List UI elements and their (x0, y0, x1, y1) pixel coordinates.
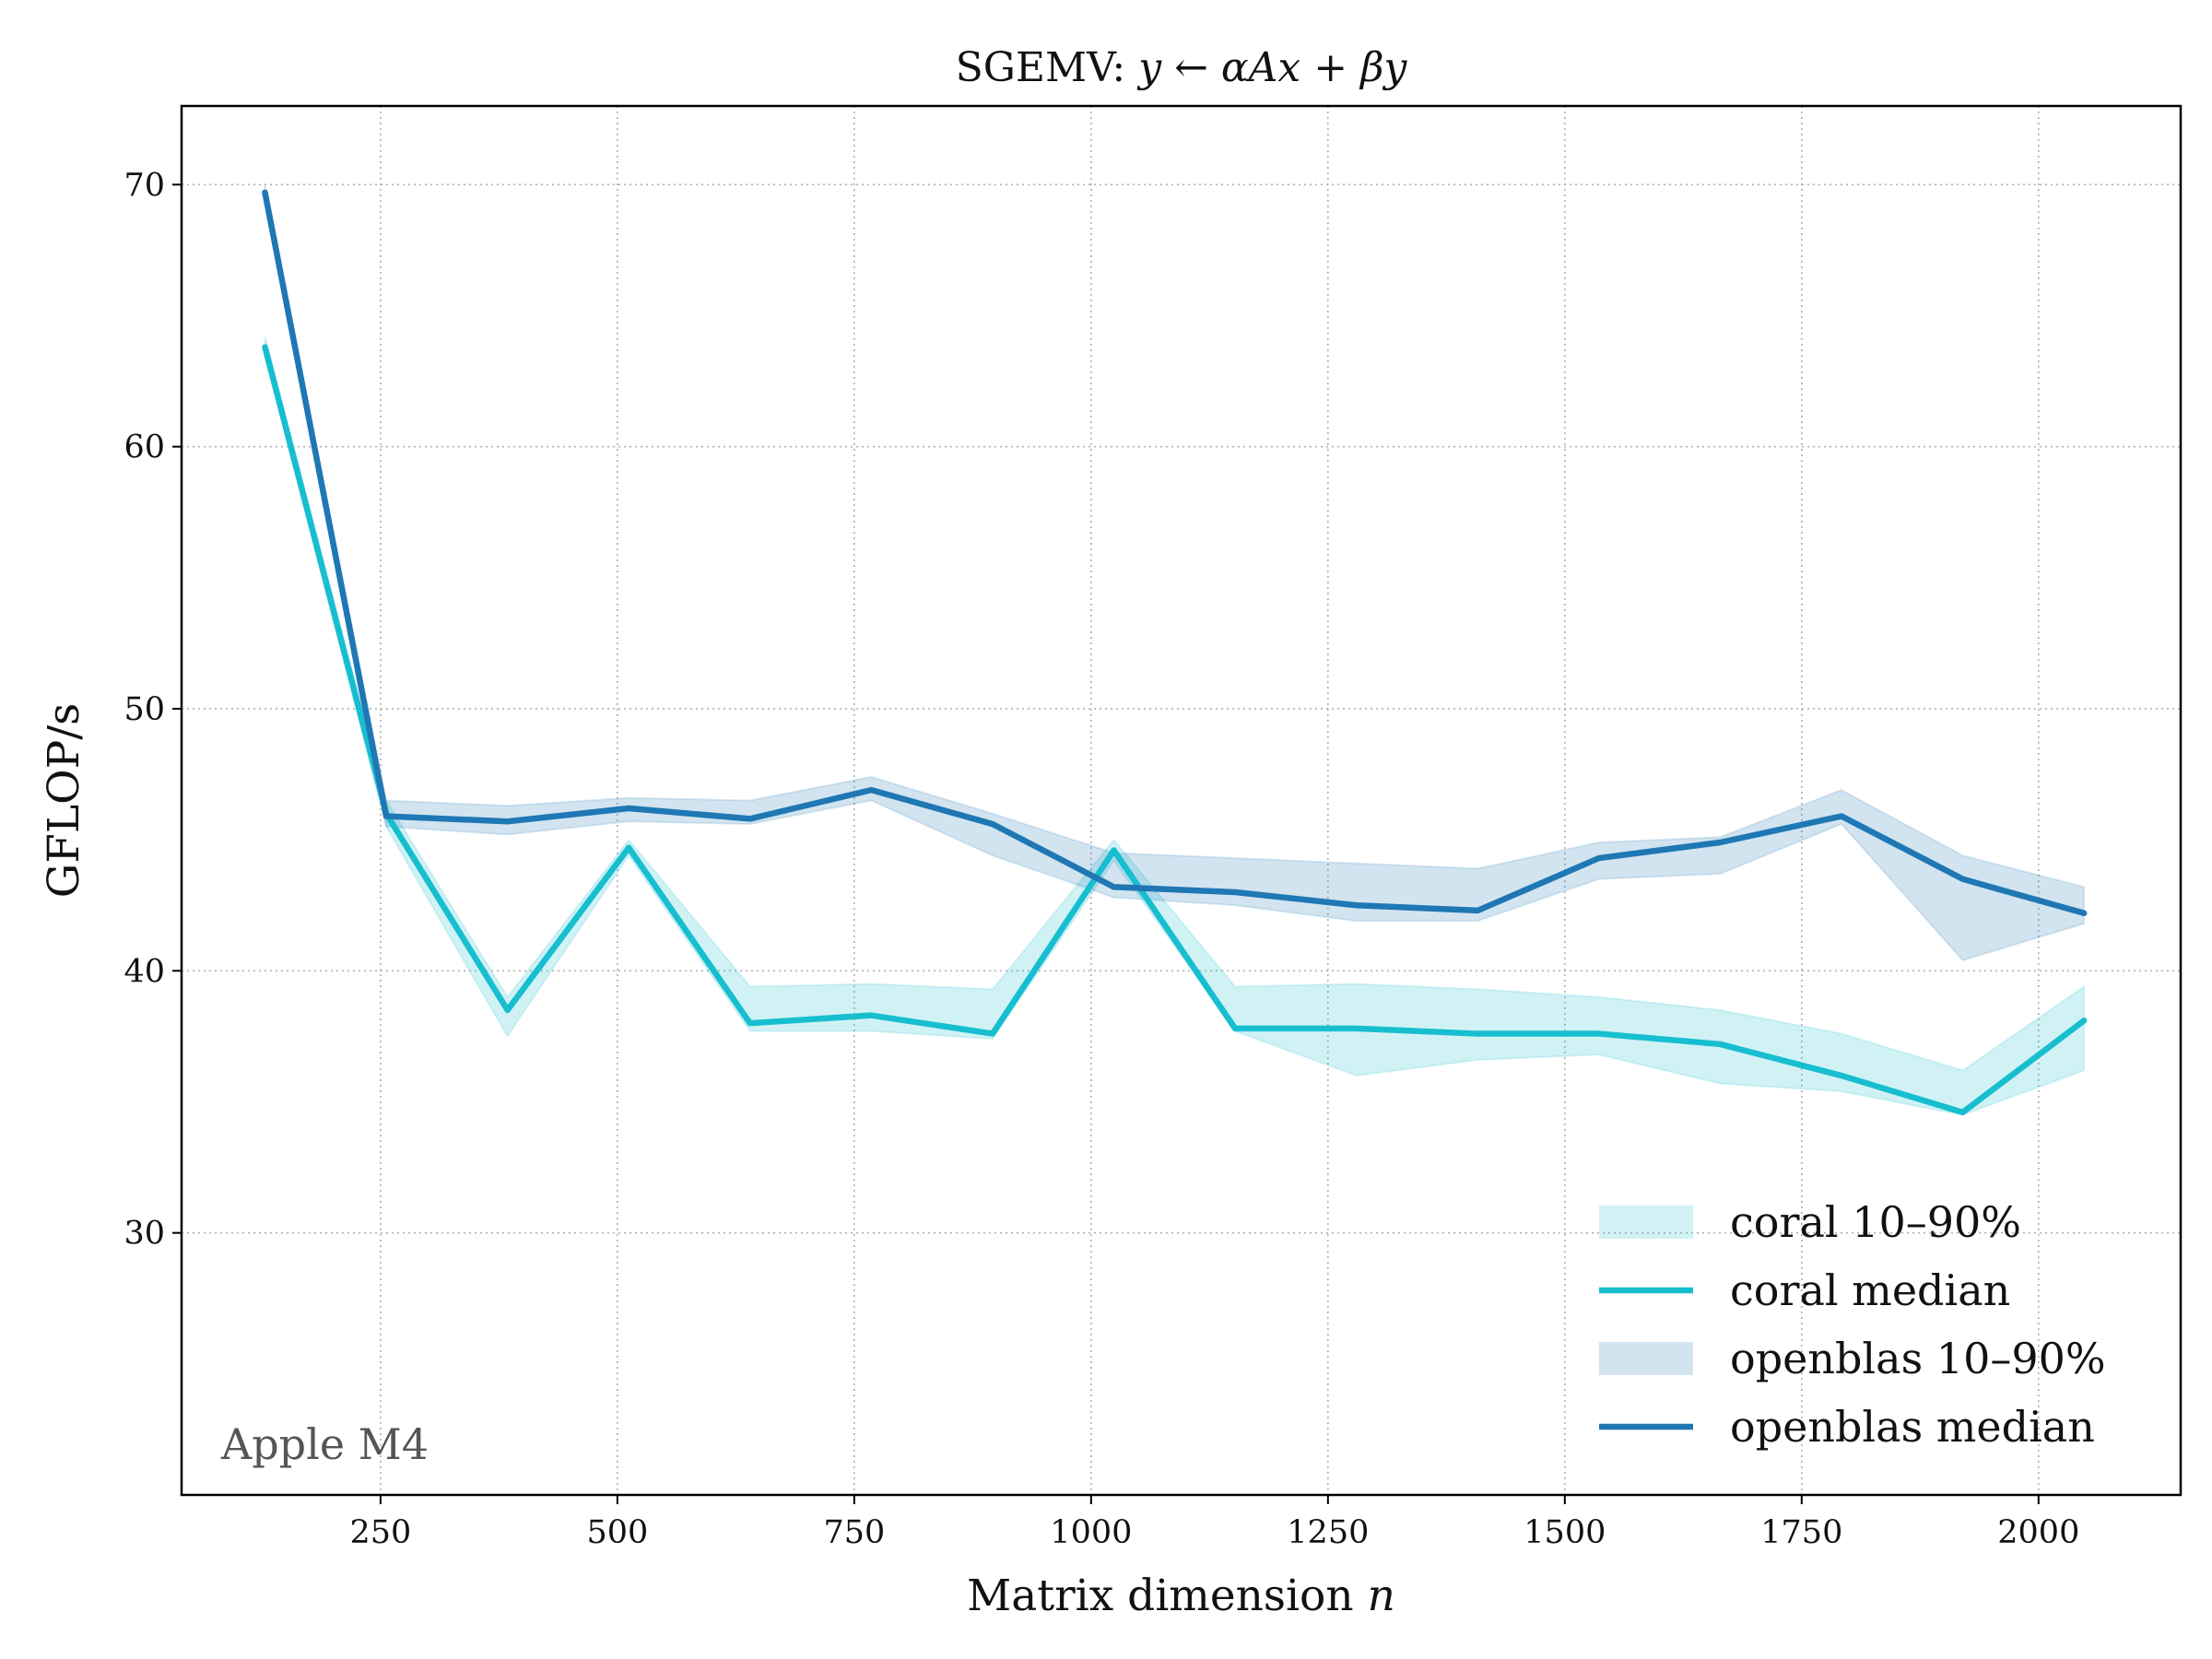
y-tick-label: 70 (124, 167, 165, 204)
axis-ticks: 250 500 750 1000 1250 1500 1750 2000 30 40 50 60 70 (124, 167, 2079, 1551)
x-tick-label: 1000 (1050, 1514, 1132, 1551)
legend-label: openblas 10–90% (1730, 1334, 2106, 1383)
legend: coral 10–90% coral median openblas 10–90% o… (1599, 1197, 2106, 1452)
x-tick-label: 1500 (1524, 1514, 1606, 1551)
median-line (262, 189, 2088, 917)
x-axis-title: Matrix dimension n (967, 1571, 1395, 1621)
legend-label: coral median (1730, 1265, 2010, 1315)
x-tick-label: 500 (586, 1514, 648, 1551)
x-tick-label: 1250 (1287, 1514, 1369, 1551)
y-tick-label: 30 (124, 1216, 165, 1253)
y-tick-label: 60 (124, 429, 165, 466)
median-lines (262, 189, 2088, 1116)
median-line (262, 344, 2088, 1116)
x-tick-label: 250 (349, 1514, 411, 1551)
percentile-band (264, 335, 2086, 1116)
x-tick-label: 2000 (1997, 1514, 2079, 1551)
grid-lines (182, 106, 2181, 1495)
y-tick-label: 40 (124, 953, 165, 990)
legend-band-swatch (1599, 1206, 1693, 1239)
x-tick-label: 750 (823, 1514, 885, 1551)
legend-band-swatch (1599, 1342, 1693, 1375)
x-tick-label: 1750 (1760, 1514, 1842, 1551)
plot-frame (180, 104, 2183, 1497)
device-annotation: Apple M4 (220, 1419, 429, 1469)
y-axis-title: GFLOP/s (39, 703, 89, 898)
legend-label: coral 10–90% (1730, 1197, 2021, 1247)
chart-title: SGEMV: y ← αAx + βy (956, 44, 1408, 91)
percentile-band (264, 184, 2086, 962)
percentile-bands (264, 184, 2086, 1116)
y-tick-label: 50 (124, 691, 165, 728)
legend-label: openblas median (1730, 1402, 2095, 1452)
